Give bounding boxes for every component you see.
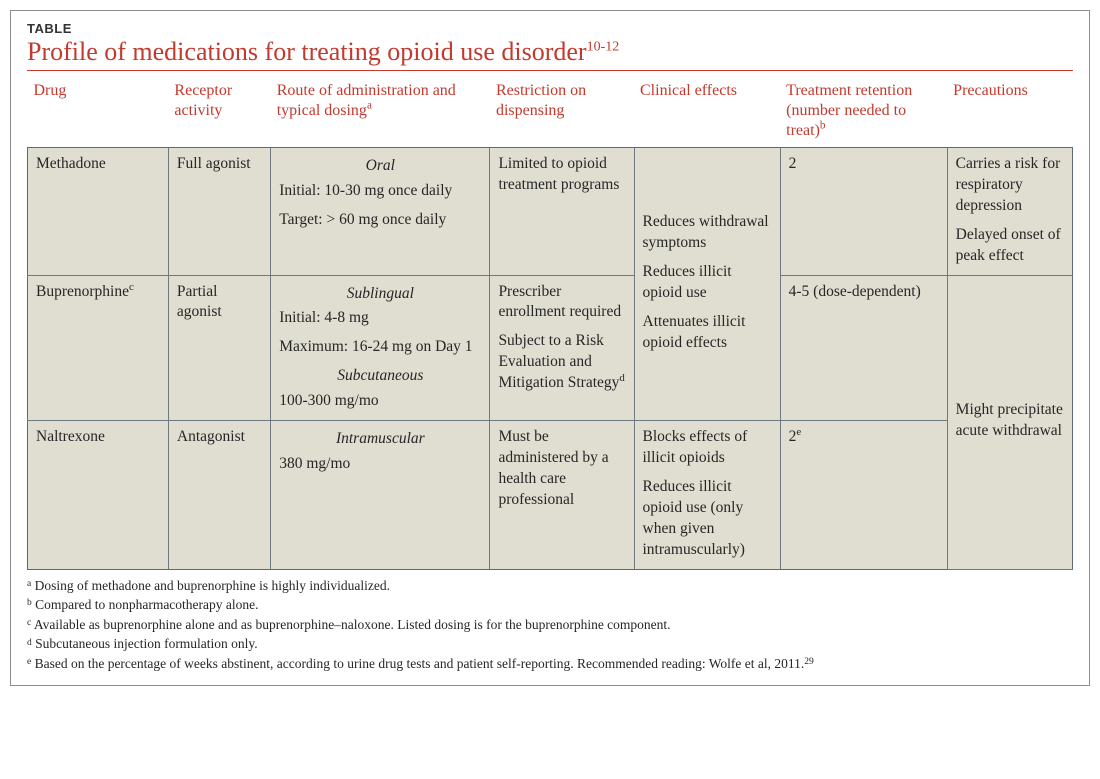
col-receptor: Receptor activity — [168, 77, 270, 148]
cell-route: Oral Initial: 10-30 mg once daily Target… — [271, 147, 490, 275]
cell-drug: Naltrexone — [28, 421, 169, 570]
table-header-row: Drug Receptor activity Route of administ… — [28, 77, 1073, 148]
footnote-e: e Based on the percentage of weeks absti… — [27, 654, 1073, 674]
cell-restriction: Prescriber enrollment required Subject t… — [490, 275, 634, 421]
footnote-d: d Subcutaneous injection formulation onl… — [27, 634, 1073, 654]
title-text: Profile of medications for treating opio… — [27, 37, 587, 66]
cell-drug: Buprenorphinec — [28, 275, 169, 421]
cell-drug: Methadone — [28, 147, 169, 275]
col-route: Route of administration and typical dosi… — [271, 77, 490, 148]
cell-route: Intramuscular 380 mg/mo — [271, 421, 490, 570]
cell-route: Sublingual Initial: 4-8 mg Maximum: 16-2… — [271, 275, 490, 421]
cell-receptor: Partial agonist — [168, 275, 270, 421]
footnote-a: a Dosing of methadone and buprenorphine … — [27, 576, 1073, 596]
route-label: Oral — [279, 156, 481, 177]
cell-receptor: Antagonist — [168, 421, 270, 570]
cell-clinical: Blocks effects of illicit opioids Reduce… — [634, 421, 780, 570]
title-citation: 10-12 — [587, 39, 620, 54]
col-precautions: Precautions — [947, 77, 1072, 148]
col-clinical: Clinical effects — [634, 77, 780, 148]
table-frame: TABLE Profile of medications for treatin… — [10, 10, 1090, 686]
route-label: Intramuscular — [279, 429, 481, 450]
footnote-c: c Available as buprenorphine alone and a… — [27, 615, 1073, 635]
route-label: Sublingual — [279, 284, 481, 305]
col-retention: Treatment retention (number needed to tr… — [780, 77, 947, 148]
footnotes: a Dosing of methadone and buprenorphine … — [27, 576, 1073, 674]
route-label: Subcutaneous — [279, 366, 481, 387]
col-drug: Drug — [28, 77, 169, 148]
cell-retention: 2e — [780, 421, 947, 570]
table-title: Profile of medications for treating opio… — [27, 37, 1073, 71]
footnote-b: b Compared to nonpharmacotherapy alone. — [27, 595, 1073, 615]
table-row: Naltrexone Antagonist Intramuscular 380 … — [28, 421, 1073, 570]
cell-retention: 4-5 (dose-dependent) — [780, 275, 947, 421]
cell-restriction: Limited to opioid treatment programs — [490, 147, 634, 275]
cell-precautions-shared: Might precipitate acute withdrawal — [947, 275, 1072, 569]
cell-retention: 2 — [780, 147, 947, 275]
cell-receptor: Full agonist — [168, 147, 270, 275]
table-row: Buprenorphinec Partial agonist Sublingua… — [28, 275, 1073, 421]
table-row: Methadone Full agonist Oral Initial: 10-… — [28, 147, 1073, 275]
cell-precautions: Carries a risk for respiratory depressio… — [947, 147, 1072, 275]
kicker: TABLE — [27, 21, 1073, 36]
col-restriction: Restriction on dispensing — [490, 77, 634, 148]
cell-clinical-shared: Reduces withdrawal symptoms Reduces illi… — [634, 147, 780, 420]
medications-table: Drug Receptor activity Route of administ… — [27, 77, 1073, 570]
cell-restriction: Must be administered by a health care pr… — [490, 421, 634, 570]
